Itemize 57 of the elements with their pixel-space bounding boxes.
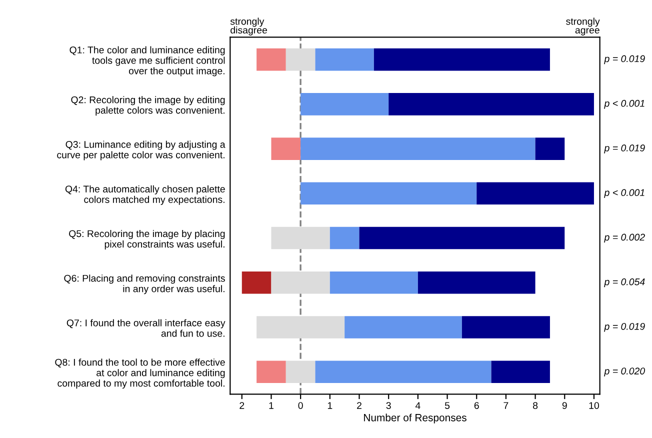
text: p < 0.001 (604, 100, 644, 109)
y-tick-label: Q1: The color and luminance editing tools gave me sufficient control over the output image. (70, 46, 225, 76)
bar (359, 226, 565, 250)
text: p < 0.001 (604, 189, 644, 198)
y-tick-label: Q5: Recoloring the image by placing pixel constraints was useful. (69, 230, 225, 250)
y-tick-label: Q4: The automatically chosen palette colors matched my expectations. (65, 185, 225, 205)
bar (330, 226, 360, 250)
bar (256, 316, 345, 338)
text: p = 0.019 (604, 322, 645, 332)
bar (388, 93, 594, 116)
text: p = 0.019 (604, 144, 645, 154)
bar (256, 360, 286, 384)
bar (476, 182, 594, 205)
x-tick-label: 5 (444, 402, 450, 409)
text: strongly agree (566, 18, 600, 36)
x-tick-label: 6 (474, 402, 479, 409)
x-tick-label: 9 (562, 402, 567, 409)
bar (535, 138, 565, 160)
y-tick-label: Q8: I found the tool to be more effective at color and luminance editing compared to my most comfortable tool. (55, 358, 225, 389)
bar (300, 93, 389, 116)
bar (491, 360, 550, 384)
x-tick-label: 7 (504, 402, 508, 409)
bar (300, 182, 477, 205)
bar (374, 48, 550, 71)
y-tick-label: Q3: Luminance editing by adjusting a curve per palette color was convenient. (57, 140, 226, 160)
bar (242, 271, 272, 294)
x-tick-label: 0 (298, 402, 303, 409)
bar (344, 316, 462, 338)
text: p = 0.002 (604, 234, 645, 243)
bar (300, 138, 536, 160)
bar (256, 48, 286, 71)
y-tick-label: Q6: Placing and removing constraints in any order was useful. (64, 274, 225, 294)
x-tick-label: 1 (328, 402, 332, 409)
bar (271, 138, 301, 160)
x-tick-label: 10 (589, 402, 599, 409)
bar (315, 48, 374, 71)
bar (271, 271, 330, 294)
text: strongly disagree (230, 18, 268, 36)
x-axis-title: Number of Responses (364, 414, 466, 424)
bar (462, 316, 550, 338)
y-tick-label: Q2: Recoloring the image by editing palette colors was convenient. (71, 96, 225, 116)
bar (271, 226, 330, 250)
bar (418, 271, 536, 294)
y-tick-label: Q7: I found the overall interface easy and fun to use. (66, 319, 226, 337)
text: p = 0.020 (604, 368, 646, 376)
x-tick-label: 1 (269, 402, 274, 409)
x-tick-label: 2 (240, 402, 244, 409)
x-tick-label: 2 (357, 402, 362, 409)
text: p = 0.019 (604, 55, 645, 64)
bar (286, 360, 316, 384)
text: p = 0.054 (604, 278, 645, 288)
bar (315, 360, 492, 384)
bar (330, 271, 418, 294)
x-tick-label: 3 (386, 402, 391, 409)
bar (286, 48, 316, 71)
x-tick-label: 4 (415, 402, 420, 409)
x-tick-label: 8 (533, 402, 538, 409)
